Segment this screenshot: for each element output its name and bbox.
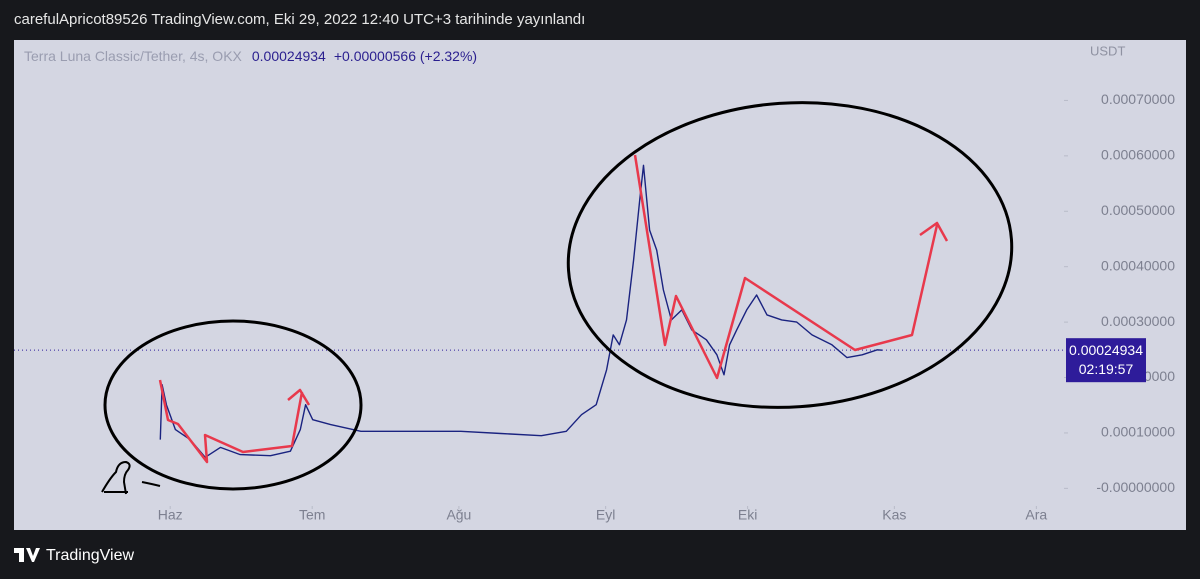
publish-info: carefulApricot89526 TradingView.com, Eki… [14, 11, 585, 28]
logo [14, 548, 40, 562]
y-tick-label: 0.00030000 [1101, 313, 1175, 329]
last-price-legend: 0.00024934 [252, 48, 326, 64]
change: +0.00000566 (+2.32%) [334, 48, 477, 64]
plot: -0.000000000.000100000.000200000.0003000… [14, 91, 1175, 523]
circle-drawing [566, 101, 1014, 409]
brand: TradingView [14, 547, 134, 564]
arrow-drawing [287, 388, 311, 406]
price-line [159, 164, 883, 458]
drawings [101, 101, 1014, 495]
y-tick-label: 0.00010000 [1101, 424, 1175, 440]
x-tick-label: Eyl [596, 507, 615, 523]
x-tick-label: Kas [882, 507, 906, 523]
arrow-drawing [633, 154, 939, 380]
y-tick-label: 0.00050000 [1101, 202, 1175, 218]
price-label: 0.00024934 02:19:57 [1066, 338, 1146, 383]
arrows [158, 154, 949, 464]
y-tick-label: -0.00000000 [1096, 479, 1175, 495]
y-tick-label: 0.00040000 [1101, 257, 1175, 273]
x-tick-label: Eki [738, 507, 757, 523]
x-tick-label: Ağu [446, 507, 471, 523]
price-label-box [1066, 338, 1146, 383]
legend: Terra Luna Classic/Tether, 4s, OKX 0.0002… [24, 48, 477, 64]
x-tick-label: Tem [299, 507, 325, 523]
circle-drawing [103, 319, 363, 491]
y-unit: USDT [1090, 43, 1125, 58]
x-tick-label: Ara [1025, 507, 1047, 523]
brand-name: TradingView [46, 547, 134, 564]
dino-drawing [101, 460, 161, 495]
x-tick-label: Haz [158, 507, 183, 523]
symbol: Terra Luna Classic/Tether, 4s, OKX [24, 48, 243, 64]
arrow-drawing [158, 379, 304, 464]
y-tick-label: 0.00060000 [1101, 147, 1175, 163]
price-label-value: 0.00024934 [1069, 342, 1143, 358]
arrow-drawing [919, 221, 949, 242]
chart-background [14, 40, 1186, 530]
y-tick-label: 0.00070000 [1101, 91, 1175, 107]
countdown: 02:19:57 [1079, 361, 1134, 377]
